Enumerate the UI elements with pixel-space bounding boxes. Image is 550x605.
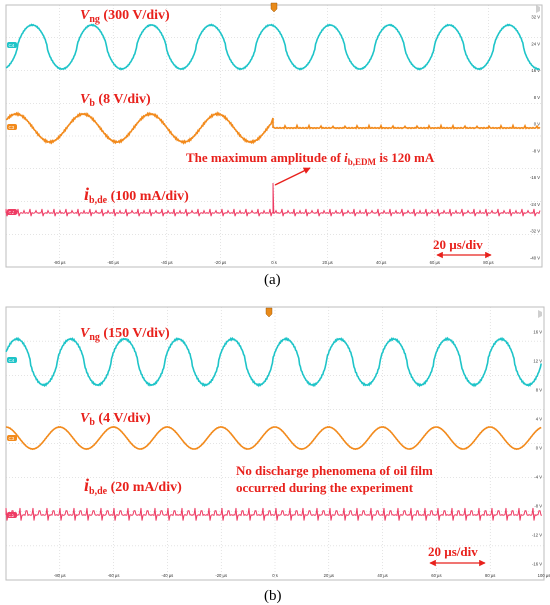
vb-waveform: [5, 425, 542, 451]
x-tick-label: 20 µs: [324, 573, 334, 578]
x-tick-label: -20 µs: [215, 573, 227, 578]
channel-tag-vng: [7, 42, 17, 48]
channel-tag-ib: [7, 512, 17, 518]
vb-label: Vb (4 V/div): [80, 411, 151, 428]
vb-waveform: [5, 111, 541, 145]
max-amplitude-annotation: The maximum amplitude of ib,EDM is 120 m…: [186, 150, 435, 167]
y-tick-label: 8 V: [536, 388, 542, 393]
vng-label: Vng (300 V/div): [80, 8, 170, 25]
panel-b: -80 µs -60 µs -40 µs -20 µs 0 s 20 µs 40 µs 60 …: [0, 302, 550, 605]
annotation-arrow: [274, 167, 311, 186]
y-tick-label: -8 V: [532, 148, 540, 153]
scope-b-svg: -80 µs -60 µs -40 µs -20 µs 0 s 20 µs 40 µs 60 …: [5, 306, 550, 604]
y-tick-label: 24 V: [531, 41, 540, 46]
channel-tag-vb-text: C3: [9, 125, 15, 130]
y-tick-label: -32 V: [530, 229, 540, 234]
x-tick-label: 0 s: [272, 573, 278, 578]
channel-tag-vb: [7, 435, 17, 441]
x-tick-label: -80 µs: [54, 573, 66, 578]
channel-tag-vng: [7, 357, 17, 363]
y-tick-label: 12 V: [533, 359, 542, 364]
x-tick-label: 60 µs: [430, 260, 440, 265]
channel-tag-vb: [7, 124, 17, 130]
trigger-marker-icon: [265, 307, 273, 318]
x-tick-label: 40 µs: [377, 573, 387, 578]
y-tick-label: 32 V: [531, 15, 540, 20]
y-tick-label: -24 V: [530, 202, 540, 207]
x-tick-label: -20 µs: [215, 260, 227, 265]
ib-label: ib,de (20 mA/div): [84, 475, 182, 497]
channel-tag-vng-text: C4: [9, 43, 15, 48]
vng-waveform: [5, 336, 542, 388]
x-tick-label: -80 µs: [54, 260, 66, 265]
y-tick-label: 16 V: [531, 68, 540, 73]
vng-label: Vng (150 V/div): [80, 326, 170, 343]
y-tick-label: 0 V: [536, 446, 542, 451]
caption-b: (b): [264, 588, 282, 604]
x-tick-label: 40 µs: [376, 260, 386, 265]
x-axis-ticks: -80 µs -60 µs -40 µs -20 µs 0 s 20 µs 40 µs 60 …: [54, 260, 494, 265]
x-tick-label: 100 µs: [538, 573, 550, 578]
channel-tag-vng-text: C4: [9, 358, 15, 363]
no-discharge-annotation-line1: No discharge phenomena of oil film: [236, 463, 433, 478]
y-axis-ticks: 32 V 24 V 16 V 8 V 0 V -8 V -16 V -24 V -32 V -40…: [530, 15, 540, 261]
x-tick-label: -40 µs: [162, 573, 174, 578]
x-tick-label: 80 µs: [485, 573, 495, 578]
vng-waveform: [5, 23, 540, 71]
scope-frame: [5, 306, 545, 581]
ib-label: ib,de (100 mA/div): [84, 184, 189, 206]
scroll-handle-icon: [538, 310, 542, 318]
y-tick-label: -12 V: [532, 533, 542, 538]
y-tick-label: -16 V: [532, 562, 542, 567]
channel-tag-vb-text: C3: [9, 436, 15, 441]
scroll-handle-icon: [536, 5, 540, 13]
y-tick-label: -8 V: [534, 504, 542, 509]
x-tick-label: -40 µs: [161, 260, 173, 265]
y-axis-ticks: 16 V 12 V 8 V 4 V 0 V -4 V -8 V -12 V -16 V: [532, 330, 542, 567]
timescale-label: 20 µs/div: [433, 237, 483, 252]
y-tick-label: -16 V: [530, 175, 540, 180]
x-tick-label: 0 s: [271, 260, 277, 265]
scope-a-svg: -80 µs -60 µs -40 µs -20 µs 0 s 20 µs 40 µs 60 …: [5, 2, 543, 288]
caption-a: (a): [264, 272, 281, 288]
grid: [6, 5, 542, 267]
x-tick-label: 80 µs: [483, 260, 493, 265]
channel-tag-ib-text: C2: [9, 513, 15, 518]
panel-a: -80 µs -60 µs -40 µs -20 µs 0 s 20 µs 40 µs 60 …: [0, 0, 550, 288]
y-tick-label: 8 V: [534, 95, 540, 100]
x-tick-label: 60 µs: [431, 573, 441, 578]
trigger-marker-icon: [270, 2, 278, 13]
x-tick-label: -60 µs: [107, 260, 119, 265]
x-axis-ticks: -80 µs -60 µs -40 µs -20 µs 0 s 20 µs 40 µs 60 …: [54, 573, 550, 578]
x-tick-label: 20 µs: [322, 260, 332, 265]
vb-label: Vb (8 V/div): [80, 92, 151, 109]
ib-waveform: [5, 182, 541, 217]
y-tick-label: -4 V: [534, 475, 542, 480]
y-tick-label: 4 V: [536, 417, 542, 422]
ib-waveform: [5, 507, 543, 521]
x-tick-label: -60 µs: [108, 573, 120, 578]
y-tick-label: 16 V: [533, 330, 542, 335]
timescale-label: 20 µs/div: [428, 544, 478, 559]
y-tick-label: -40 V: [530, 256, 540, 261]
y-tick-label: 0 V: [534, 122, 540, 127]
no-discharge-annotation-line2: occurred during the experiment: [236, 480, 414, 495]
